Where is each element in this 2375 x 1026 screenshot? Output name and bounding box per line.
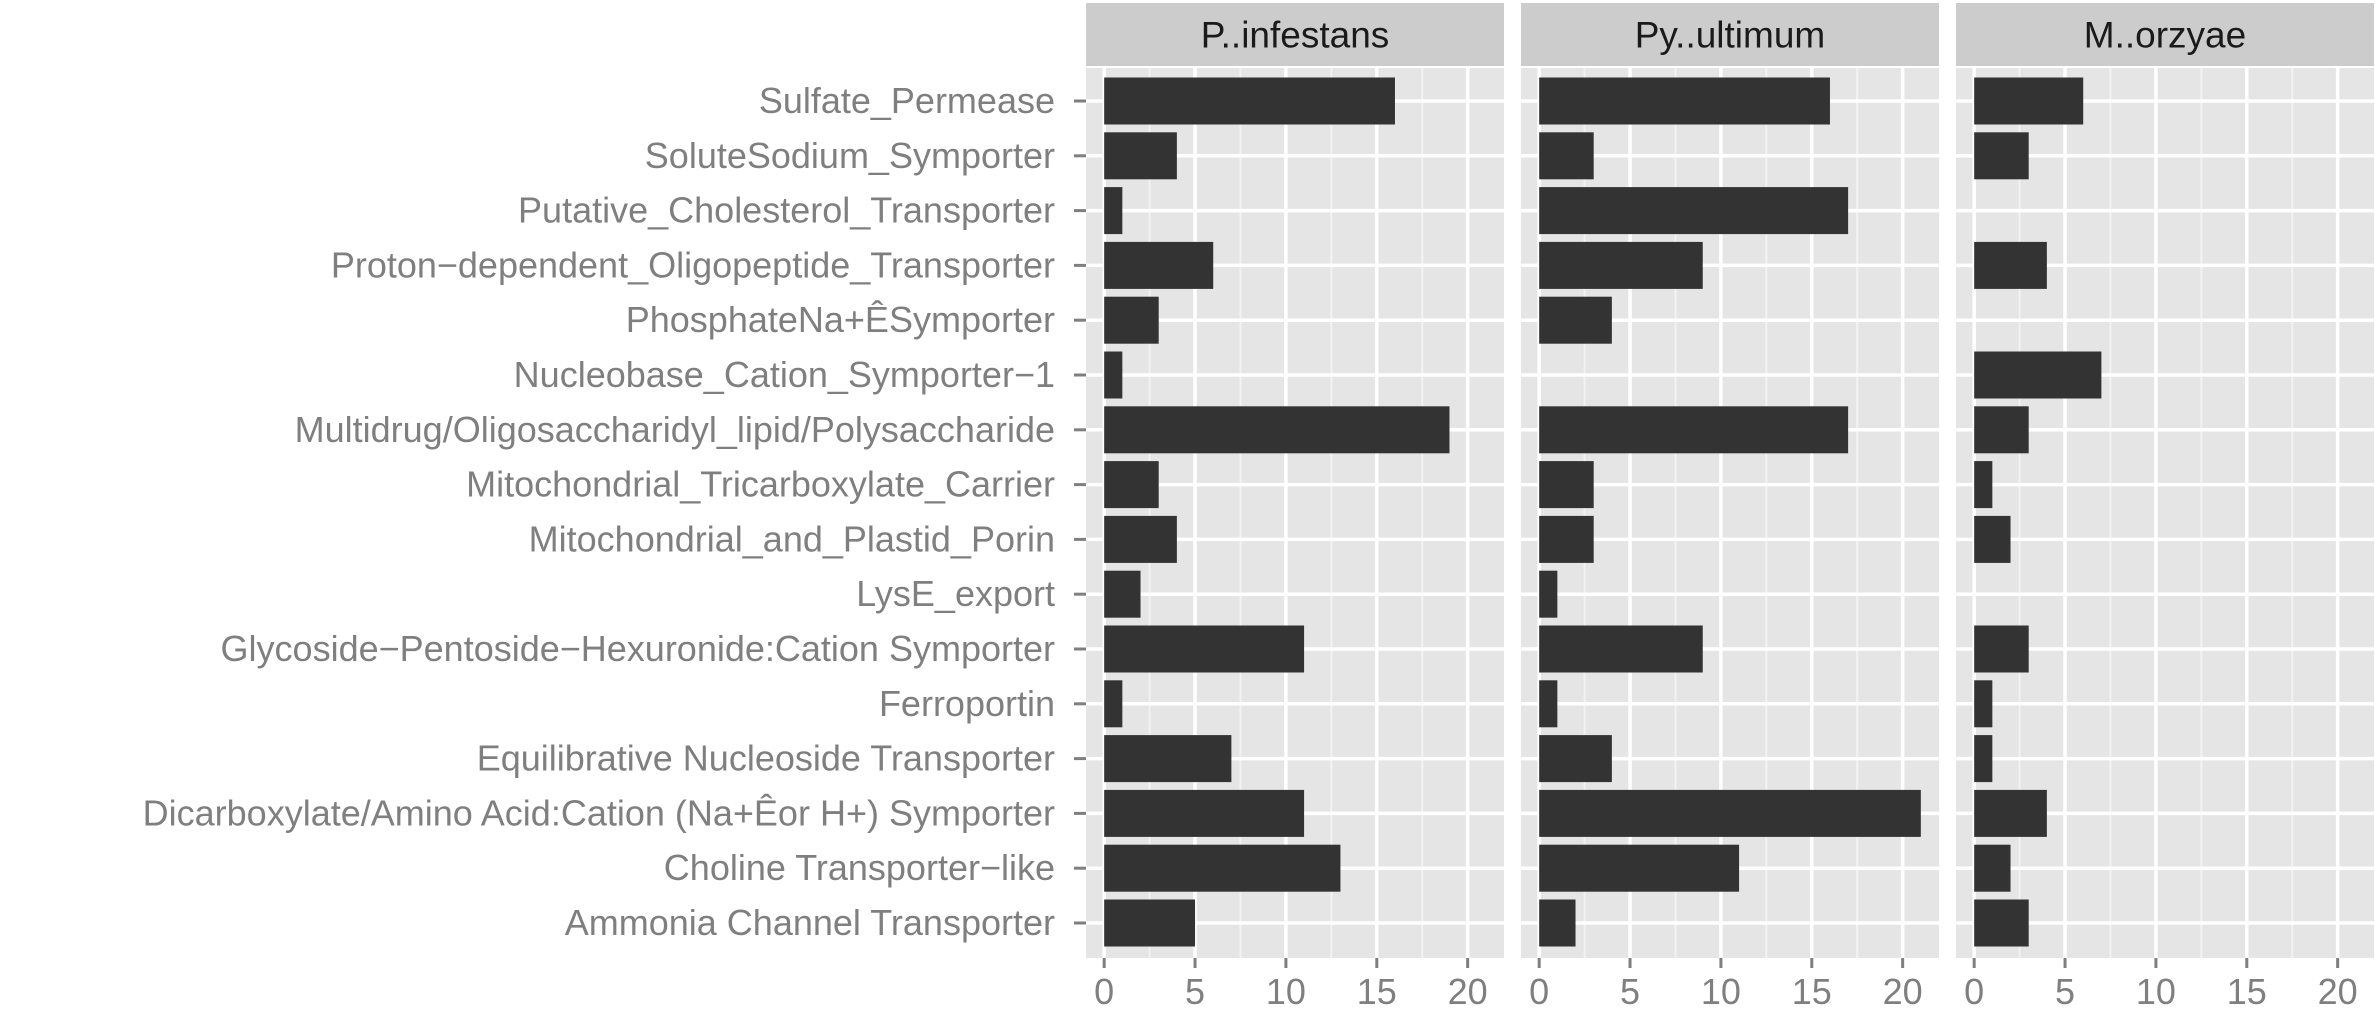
x-tick-label: 5 <box>1620 971 1640 1012</box>
bar <box>1974 680 1993 728</box>
category-label: Sulfate_Permease <box>759 80 1055 121</box>
bar <box>1974 132 2029 180</box>
x-tick-label: 0 <box>1964 971 1984 1012</box>
x-tick-label: 0 <box>1529 971 1549 1012</box>
bar <box>1539 680 1558 728</box>
bar <box>1104 515 1177 563</box>
bar <box>1104 899 1196 947</box>
bar <box>1104 351 1123 399</box>
bar <box>1539 789 1921 837</box>
bar <box>1539 515 1594 563</box>
bar <box>1974 735 1993 783</box>
bar <box>1104 625 1305 673</box>
bar <box>1539 187 1849 235</box>
x-tick-label: 5 <box>1185 971 1205 1012</box>
x-tick-label: 0 <box>1094 971 1114 1012</box>
x-tick-label: 20 <box>1883 971 1923 1012</box>
bar <box>1974 461 1993 509</box>
bar <box>1974 515 2011 563</box>
category-label: Ammonia Channel Transporter <box>565 902 1055 943</box>
bar <box>1104 844 1341 892</box>
x-tick-label: 15 <box>2227 971 2267 1012</box>
bar <box>1539 241 1703 289</box>
bar <box>1974 844 2011 892</box>
bar <box>1104 735 1232 783</box>
category-label: Choline Transporter−like <box>664 847 1055 888</box>
category-label: Ferroportin <box>879 683 1055 724</box>
facet-panel-1: Py..ultimum 0 5 10 15 20 <box>1521 3 1939 1012</box>
category-label: Dicarboxylate/Amino Acid:Cation (Na+Êor … <box>143 792 1055 833</box>
bar <box>1104 241 1214 289</box>
facet-strip-label: Py..ultimum <box>1635 15 1826 56</box>
bar <box>1974 351 2102 399</box>
x-tick-label: 5 <box>2055 971 2075 1012</box>
bar <box>1539 296 1612 344</box>
bar <box>1539 844 1740 892</box>
x-tick-label: 10 <box>2136 971 2176 1012</box>
category-label: Putative_Cholesterol_Transporter <box>518 190 1055 231</box>
facet-strip <box>1956 3 2374 66</box>
category-label: Mitochondrial_Tricarboxylate_Carrier <box>466 464 1055 505</box>
bar <box>1539 735 1612 783</box>
bar <box>1974 77 2084 125</box>
bar <box>1539 899 1576 947</box>
bar <box>1104 570 1141 618</box>
bar <box>1539 461 1594 509</box>
bar <box>1104 680 1123 728</box>
bar <box>1539 132 1594 180</box>
facet-panel-0: P..infestans 0 5 10 15 20 <box>1086 3 1504 1012</box>
category-label: Equilibrative Nucleoside Transporter <box>477 738 1055 779</box>
facet-panel-2: M..orzyae 0 5 10 15 20 <box>1956 3 2374 1012</box>
category-label: Proton−dependent_Oligopeptide_Transporte… <box>331 244 1055 285</box>
category-label: Glycoside−Pentoside−Hexuronide:Cation Sy… <box>221 628 1055 669</box>
bar <box>1974 241 2047 289</box>
facet-strip <box>1086 3 1504 66</box>
x-tick-label: 10 <box>1266 971 1306 1012</box>
bar <box>1104 789 1305 837</box>
bar <box>1104 461 1159 509</box>
category-label: PhosphateNa+ÊSymporter <box>626 299 1055 340</box>
bar <box>1539 406 1849 454</box>
y-axis: Sulfate_Permease SoluteSodium_Symporter Pu… <box>143 80 1086 943</box>
x-tick-label: 10 <box>1701 971 1741 1012</box>
x-tick-label: 15 <box>1792 971 1832 1012</box>
bar <box>1539 570 1558 618</box>
bar <box>1539 625 1703 673</box>
bar <box>1974 406 2029 454</box>
bar <box>1539 77 1830 125</box>
bar <box>1104 296 1159 344</box>
bar <box>1104 406 1450 454</box>
facet-strip <box>1521 3 1939 66</box>
bar <box>1104 132 1177 180</box>
category-label: Multidrug/Oligosaccharidyl_lipid/Polysac… <box>295 409 1055 450</box>
bar <box>1974 789 2047 837</box>
bar <box>1104 77 1395 125</box>
bar <box>1104 187 1123 235</box>
x-tick-label: 20 <box>1448 971 1488 1012</box>
x-tick-label: 15 <box>1357 971 1397 1012</box>
bar <box>1974 625 2029 673</box>
category-label: Mitochondrial_and_Plastid_Porin <box>529 518 1055 559</box>
facet-strip-label: P..infestans <box>1201 15 1390 56</box>
category-label: SoluteSodium_Symporter <box>645 135 1055 176</box>
category-label: LysE_export <box>856 573 1055 614</box>
category-label: Nucleobase_Cation_Symporter−1 <box>514 354 1055 395</box>
facet-strip-label: M..orzyae <box>2084 15 2246 56</box>
x-tick-label: 20 <box>2318 971 2358 1012</box>
bar <box>1974 899 2029 947</box>
